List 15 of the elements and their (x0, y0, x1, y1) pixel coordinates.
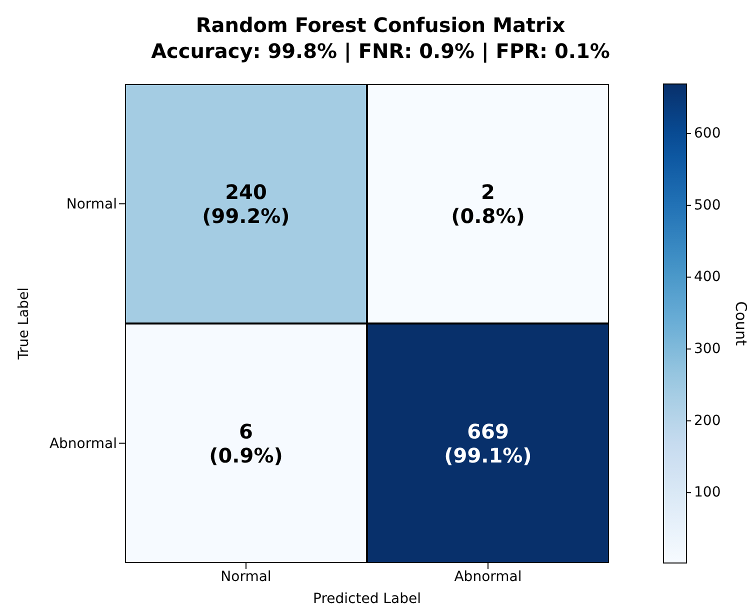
data-label: 240 (99.2%) (202, 180, 290, 228)
color-bar-label: 200 (694, 412, 721, 429)
color-bar-title: Count (732, 301, 750, 346)
chart-title: Random Forest Confusion Matrix (194, 12, 566, 38)
color-bar-label: 100 (694, 484, 721, 501)
color-bar-label: 600 (694, 126, 721, 142)
color-bar-label: 400 (694, 269, 721, 286)
color-bar-label: 500 (694, 197, 721, 214)
y-axis-title: True Label (16, 288, 32, 360)
data-label: 6 (0.9%) (209, 419, 283, 468)
color-bar-label: 300 (694, 340, 721, 357)
data-label: 2 (0.8%) (451, 180, 525, 228)
chart-subtitle: Accuracy: 99.8% | FNR: 0.9% | FPR: 0.1% (150, 38, 611, 64)
data-label: 669 (99.1%) (444, 419, 532, 468)
x-axis-title: Predicted Label (313, 591, 421, 607)
